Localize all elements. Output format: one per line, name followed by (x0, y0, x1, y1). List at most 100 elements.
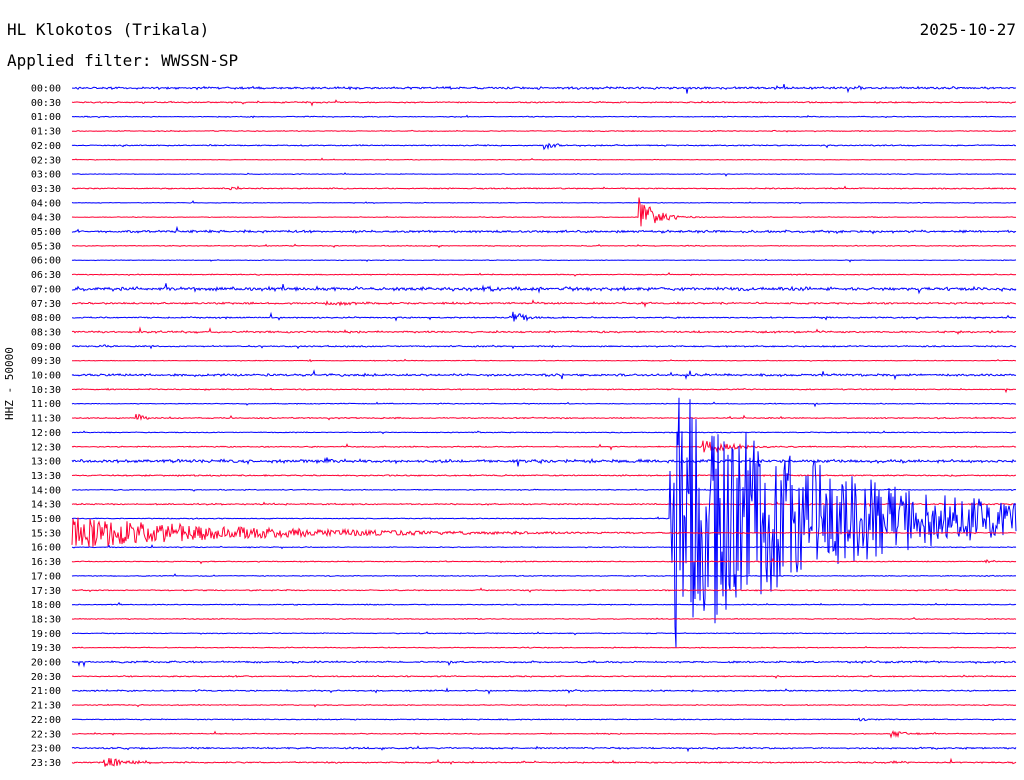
row-tick-label: 06:00 (31, 256, 61, 267)
station-title: HL Klokotos (Trikala) (7, 20, 210, 39)
trace-row-0400 (71, 200, 1017, 205)
row-tick-label: 14:30 (31, 500, 61, 511)
trace-row-1200 (71, 430, 1016, 435)
row-tick-label: 23:30 (31, 758, 61, 769)
row-tick-label: 12:30 (31, 442, 61, 453)
row-tick-label: 07:00 (31, 284, 61, 295)
trace-row-1830 (71, 617, 1017, 621)
trace-row-1100 (71, 401, 1017, 408)
row-tick-label: 21:00 (31, 686, 61, 697)
row-tick-label: 12:00 (31, 428, 61, 439)
trace-row-0430 (71, 197, 1017, 227)
trace-row-1600 (71, 544, 1017, 550)
seismic-traces (71, 83, 1017, 767)
row-tick-label: 14:00 (31, 485, 61, 496)
row-tick-label: 08:00 (31, 313, 61, 324)
trace-row-2000 (71, 659, 1017, 668)
row-tick-label: 09:30 (31, 356, 61, 367)
row-tick-label: 18:00 (31, 600, 61, 611)
trace-row-2300 (71, 745, 1017, 753)
trace-row-0530 (71, 243, 1017, 249)
row-tick-label: 22:30 (31, 729, 61, 740)
row-tick-label: 20:00 (31, 658, 61, 669)
row-tick-label: 23:00 (31, 744, 61, 755)
trace-row-2100 (72, 687, 1017, 695)
row-tick-label: 00:00 (31, 84, 61, 95)
trace-row-0730 (71, 299, 1017, 308)
row-tick-label: 08:30 (31, 327, 61, 338)
row-tick-label: 05:00 (31, 227, 61, 238)
row-tick-label: 11:00 (31, 399, 61, 410)
trace-row-1130 (71, 413, 1017, 421)
row-tick-label: 11:30 (31, 414, 61, 425)
row-tick-label: 01:30 (31, 127, 61, 138)
row-tick-label: 07:30 (31, 299, 61, 310)
trace-row-0130 (71, 129, 1017, 133)
trace-row-0700 (71, 283, 1017, 295)
time-tick-labels: 00:00 00:30 01:00 01:30 02:00 02:30 03:00 03:30… (31, 84, 61, 769)
trace-row-1330 (71, 473, 1016, 477)
row-tick-label: 16:00 (31, 543, 61, 554)
row-tick-label: 03:00 (31, 170, 61, 181)
trace-row-0000 (72, 83, 1017, 94)
row-tick-label: 15:30 (31, 528, 61, 539)
trace-row-2200 (71, 717, 1017, 722)
row-tick-label: 18:30 (31, 614, 61, 625)
trace-row-1500 (71, 397, 1017, 648)
trace-row-0800 (71, 311, 1016, 322)
trace-row-0830 (71, 326, 1017, 335)
trace-row-1700 (71, 573, 1017, 578)
trace-row-1230 (71, 440, 1017, 454)
trace-row-1400 (71, 488, 1017, 492)
trace-row-1730 (71, 587, 1017, 593)
trace-row-1930 (71, 646, 1017, 649)
trace-row-1030 (71, 387, 1016, 394)
trace-row-1300 (71, 457, 1017, 467)
trace-row-1000 (71, 369, 1017, 381)
row-tick-label: 15:00 (31, 514, 61, 525)
trace-row-2130 (72, 703, 1017, 708)
filter-label: Applied filter: WWSSN-SP (7, 51, 239, 70)
row-tick-label: 02:30 (31, 155, 61, 166)
trace-row-0230 (71, 157, 1017, 161)
row-tick-label: 10:30 (31, 385, 61, 396)
trace-row-2230 (71, 729, 1017, 739)
trace-row-0900 (71, 344, 1017, 350)
row-tick-label: 04:30 (31, 213, 61, 224)
row-tick-label: 17:30 (31, 586, 61, 597)
trace-row-0200 (71, 142, 1017, 151)
trace-row-0330 (71, 185, 1017, 191)
trace-row-2330 (71, 757, 1017, 767)
row-tick-label: 06:30 (31, 270, 61, 281)
row-tick-label: 13:30 (31, 471, 61, 482)
row-tick-label: 02:00 (31, 141, 61, 152)
row-tick-label: 21:30 (31, 701, 61, 712)
row-tick-label: 22:00 (31, 715, 61, 726)
trace-row-1630 (71, 557, 1017, 565)
trace-row-0600 (71, 258, 1017, 263)
date-label: 2025-10-27 (919, 20, 1016, 39)
trace-row-0030 (71, 99, 1017, 107)
trace-row-0300 (71, 172, 1016, 177)
row-tick-label: 19:00 (31, 629, 61, 640)
trace-row-1430 (71, 501, 1017, 508)
row-tick-label: 16:30 (31, 557, 61, 568)
trace-row-0630 (71, 272, 1017, 277)
trace-row-0930 (72, 358, 1016, 363)
trace-row-2030 (72, 674, 1016, 679)
trace-row-1900 (71, 631, 1017, 636)
row-tick-label: 04:00 (31, 198, 61, 209)
row-tick-label: 05:30 (31, 241, 61, 252)
row-tick-label: 00:30 (31, 98, 61, 109)
row-tick-label: 19:30 (31, 643, 61, 654)
row-tick-label: 01:00 (31, 112, 61, 123)
row-tick-label: 17:00 (31, 571, 61, 582)
trace-row-0500 (71, 225, 1017, 235)
row-tick-label: 03:30 (31, 184, 61, 195)
row-tick-label: 10:00 (31, 371, 61, 382)
row-tick-label: 09:00 (31, 342, 61, 353)
trace-row-0100 (71, 114, 1016, 119)
row-tick-label: 13:00 (31, 457, 61, 468)
trace-row-1530 (71, 517, 1017, 548)
trace-row-1800 (71, 601, 1017, 606)
